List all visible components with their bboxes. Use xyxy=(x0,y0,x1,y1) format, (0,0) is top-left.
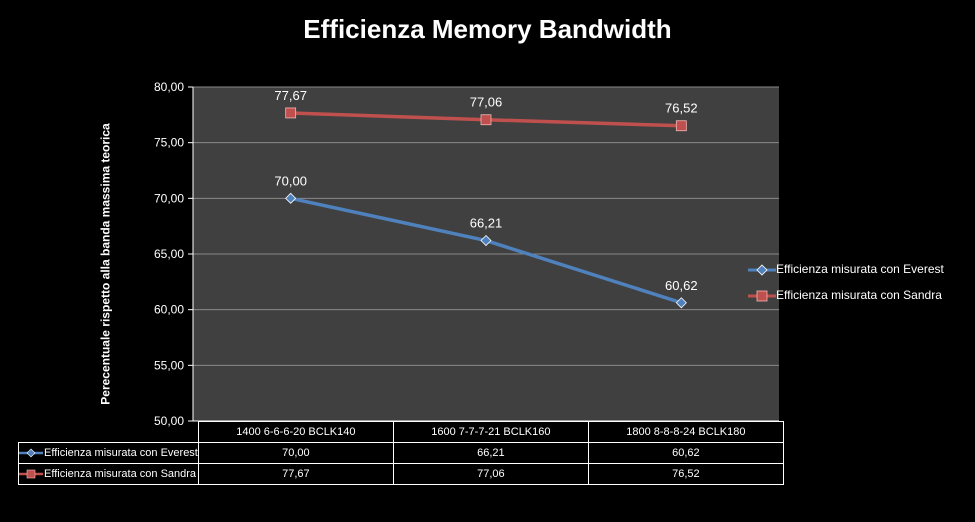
y-tick-label: 65,00 xyxy=(154,247,184,261)
data-point xyxy=(480,114,492,126)
table-series-name: Efficienza misurata con Everest xyxy=(44,446,198,459)
table-marker-diamond-icon xyxy=(19,448,43,458)
data-point xyxy=(675,297,687,309)
table-cell: 70,00 xyxy=(197,442,394,464)
y-tick-label: 55,00 xyxy=(154,358,184,372)
y-axis-label: Perecentuale rispetto alla banda massima… xyxy=(98,123,113,405)
table-header-cell: 1800 8-8-8-24 BCLK180 xyxy=(587,421,784,443)
table-header-cell: 1400 6-6-6-20 BCLK140 xyxy=(197,421,394,443)
table-marker-square-icon xyxy=(19,469,43,479)
table-header-row: 1400 6-6-6-20 BCLK140 1600 7-7-7-21 BCLK… xyxy=(18,421,784,443)
y-tick-label: 80,00 xyxy=(154,80,184,94)
data-point xyxy=(480,234,492,247)
y-tick-label: 75,00 xyxy=(154,136,184,150)
data-label: 76,52 xyxy=(665,101,698,116)
data-label: 66,21 xyxy=(470,216,503,231)
table-header-cell: 1600 7-7-7-21 BCLK160 xyxy=(392,421,589,443)
data-point xyxy=(285,192,297,204)
legend-label: Efficienza misurata con Sandra xyxy=(776,288,942,302)
data-label: 77,67 xyxy=(274,88,307,103)
legend-label: Efficienza misurata con Everest xyxy=(776,262,944,276)
data-point xyxy=(285,107,297,119)
legend-marker-square-icon xyxy=(748,290,776,302)
table-cell: 77,67 xyxy=(197,463,394,485)
table-cell: 77,06 xyxy=(392,463,589,485)
data-table: 1400 6-6-6-20 BCLK140 1600 7-7-7-21 BCLK… xyxy=(18,421,784,485)
table-cell: 66,21 xyxy=(392,442,589,464)
table-row: Efficienza misurata con Sandra 77,67 77,… xyxy=(18,463,784,485)
table-series-name: Efficienza misurata con Sandra xyxy=(44,467,197,480)
table-corner xyxy=(18,421,199,443)
table-cell: 76,52 xyxy=(587,463,784,485)
legend-marker-diamond-icon xyxy=(748,264,776,276)
data-point xyxy=(675,120,687,132)
data-label: 77,06 xyxy=(470,95,503,110)
table-series-cell: Efficienza misurata con Everest xyxy=(18,442,199,464)
table-cell: 60,62 xyxy=(587,442,784,464)
table-row: Efficienza misurata con Everest 70,00 66… xyxy=(18,442,784,464)
y-tick-label: 70,00 xyxy=(154,191,184,205)
chart-title: Efficienza Memory Bandwidth xyxy=(303,14,672,44)
data-label: 60,62 xyxy=(665,278,698,293)
y-tick-label: 60,00 xyxy=(154,303,184,317)
table-series-cell: Efficienza misurata con Sandra xyxy=(18,463,199,485)
data-label: 70,00 xyxy=(274,173,307,188)
